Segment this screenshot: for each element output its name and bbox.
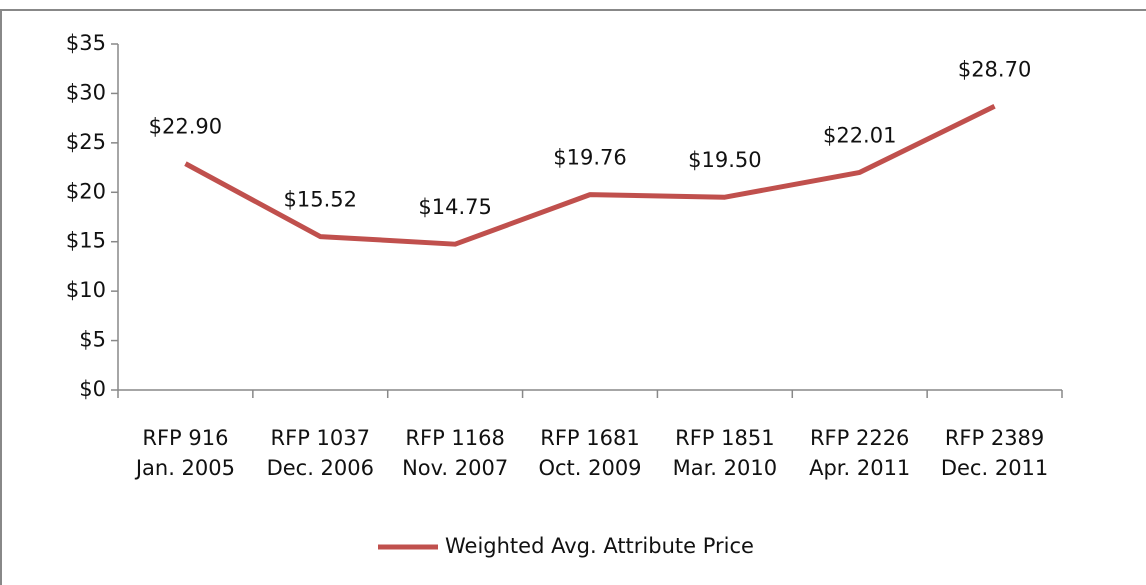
y-tick-label: $10: [66, 278, 106, 302]
data-label: $14.75: [418, 195, 491, 219]
y-tick-label: $5: [79, 328, 106, 352]
data-line: [184, 104, 996, 247]
y-tick-label: $35: [66, 31, 106, 55]
y-tick-label: $20: [66, 179, 106, 203]
data-label: $22.01: [823, 123, 896, 147]
y-tick-label: $15: [66, 229, 106, 253]
y-tick-label: $30: [66, 80, 106, 104]
x-tick-label: RFP 1168 Nov. 2007: [402, 426, 509, 480]
y-tick-label: $25: [66, 130, 106, 154]
y-tick-label: $0: [79, 377, 106, 401]
legend-label: Weighted Avg. Attribute Price: [445, 534, 754, 558]
x-tick-label: RFP 916 Jan. 2005: [135, 426, 235, 480]
chart-border: [0, 9, 1146, 585]
x-tick-label: RFP 2389 Dec. 2011: [940, 426, 1049, 480]
x-tick-label: RFP 1681 Oct. 2009: [538, 426, 642, 480]
x-tick-label: RFP 1037 Dec. 2006: [266, 426, 374, 480]
data-label: $15.52: [284, 188, 357, 212]
x-tick-label: RFP 2226 Apr. 2011: [809, 426, 911, 480]
data-label: $28.70: [958, 57, 1031, 81]
data-label: $19.76: [553, 146, 626, 170]
data-label: $19.50: [688, 148, 761, 172]
data-label: $22.90: [149, 115, 222, 139]
x-tick-label: RFP 1851 Mar. 2010: [672, 426, 778, 480]
